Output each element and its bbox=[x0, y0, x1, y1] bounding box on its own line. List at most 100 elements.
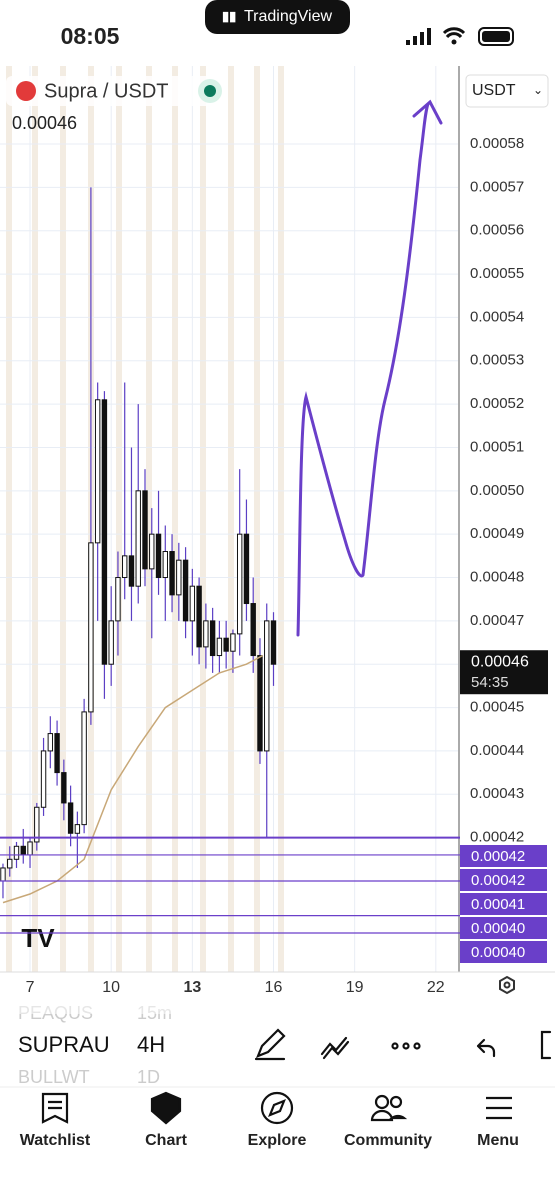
currency-select[interactable] bbox=[465, 74, 549, 108]
more-dot[interactable] bbox=[391, 1042, 399, 1050]
dropdown-caret: ⌄ bbox=[533, 83, 543, 97]
price-line-label: 0.00040 bbox=[471, 920, 525, 937]
explore-icon[interactable] bbox=[260, 1091, 294, 1125]
chart-icon[interactable] bbox=[150, 1091, 182, 1125]
status-dot bbox=[204, 85, 216, 97]
candle-body bbox=[40, 750, 47, 808]
candle-body bbox=[81, 711, 87, 826]
community-icon-2 bbox=[389, 1095, 403, 1109]
draw-icon[interactable] bbox=[254, 1028, 286, 1061]
candle-body bbox=[108, 620, 114, 665]
candle-body bbox=[34, 806, 40, 843]
nav-label[interactable]: Chart bbox=[145, 1132, 187, 1149]
watermark: TV bbox=[21, 923, 55, 953]
candle-body bbox=[135, 490, 141, 587]
interval-current[interactable]: 4H bbox=[137, 1032, 165, 1057]
candle-body bbox=[182, 559, 189, 622]
candle-body bbox=[203, 620, 209, 648]
candle-body bbox=[243, 533, 250, 605]
candle-body bbox=[122, 555, 128, 579]
price-line-label-bg bbox=[460, 893, 547, 915]
x-tick-label: 19 bbox=[346, 979, 364, 996]
y-tick-label: 0.00053 bbox=[470, 352, 524, 369]
fade-top bbox=[0, 1000, 555, 1014]
y-tick-label: 0.00056 bbox=[470, 222, 524, 239]
x-tick-label: 16 bbox=[265, 979, 283, 996]
toolbar-icons bbox=[254, 1028, 552, 1061]
price-line-label-bg bbox=[460, 845, 547, 867]
price-line-label: 0.00041 bbox=[471, 896, 525, 913]
candle-body bbox=[155, 533, 162, 579]
y-tick-label: 0.00054 bbox=[470, 308, 524, 325]
nav-label[interactable]: Explore bbox=[248, 1132, 307, 1149]
candle-body bbox=[196, 585, 202, 648]
candle-body bbox=[128, 555, 135, 587]
candle-body bbox=[257, 655, 263, 752]
y-tick-label: 0.00050 bbox=[470, 482, 524, 499]
nav-label[interactable]: Community bbox=[344, 1132, 432, 1149]
x-tick-label: 22 bbox=[427, 979, 445, 996]
nav-icons bbox=[41, 1091, 512, 1125]
candle-body bbox=[101, 399, 108, 665]
price-line-label: 0.00040 bbox=[471, 944, 525, 961]
candle-body bbox=[54, 733, 60, 774]
nav-label[interactable]: Menu bbox=[477, 1132, 519, 1149]
y-tick-label: 0.00051 bbox=[470, 438, 524, 455]
status-icons bbox=[406, 27, 514, 46]
more-icon[interactable] bbox=[540, 1030, 552, 1060]
candle-body bbox=[0, 867, 6, 882]
price-line-label: 0.00042 bbox=[471, 872, 525, 889]
settings-icon[interactable] bbox=[499, 975, 515, 995]
x-tick-label: 7 bbox=[26, 979, 35, 996]
price-line-label-bg bbox=[460, 941, 547, 963]
lines-icon[interactable] bbox=[320, 1036, 350, 1060]
candle-body bbox=[216, 637, 223, 657]
explore-needle bbox=[268, 1099, 286, 1117]
y-tick-label: 0.00044 bbox=[470, 742, 524, 759]
candle-body bbox=[162, 551, 168, 579]
undo-icon[interactable] bbox=[476, 1038, 496, 1058]
menu-icon[interactable] bbox=[486, 1096, 512, 1120]
candle-body bbox=[209, 620, 216, 657]
candle-body bbox=[169, 551, 175, 596]
grid bbox=[0, 66, 458, 972]
y-tick-label: 0.00049 bbox=[470, 525, 524, 542]
candle-body bbox=[115, 577, 121, 622]
moving-average bbox=[2, 654, 264, 904]
candle-body bbox=[88, 542, 94, 713]
status-time: 08:05 bbox=[61, 23, 120, 49]
candle-body bbox=[142, 490, 148, 570]
y-tick-label: 0.00042 bbox=[470, 829, 524, 846]
settings-icon-center bbox=[503, 981, 511, 989]
more-dot bbox=[413, 1042, 421, 1050]
y-tick-label: 0.00055 bbox=[470, 265, 524, 282]
y-tick-label: 0.00045 bbox=[470, 699, 524, 716]
last-price: 0.00046 bbox=[471, 653, 529, 670]
y-tick-label: 0.00048 bbox=[470, 568, 524, 585]
candle-body bbox=[250, 603, 256, 657]
symbol-current[interactable]: SUPRAU bbox=[18, 1032, 110, 1057]
price-line-label-bg bbox=[460, 869, 547, 891]
y-tick-label: 0.00057 bbox=[470, 178, 524, 195]
watchlist-icon[interactable] bbox=[41, 1092, 69, 1124]
candle-body bbox=[67, 802, 74, 834]
interval-next[interactable]: 1D bbox=[137, 1067, 160, 1087]
candle-body bbox=[149, 533, 155, 570]
symbol-next[interactable]: BULLWT bbox=[18, 1067, 90, 1087]
candle-body bbox=[230, 633, 236, 652]
app-pill bbox=[205, 0, 350, 34]
x-tick-label: 13 bbox=[183, 979, 201, 996]
y-tick-label: 0.00047 bbox=[470, 612, 524, 629]
countdown: 54:35 bbox=[471, 674, 509, 691]
nav-label[interactable]: Watchlist bbox=[20, 1132, 91, 1149]
candle-body bbox=[94, 399, 101, 544]
last-price-box bbox=[460, 650, 548, 695]
drawing bbox=[296, 99, 443, 637]
community-icon[interactable] bbox=[374, 1094, 390, 1110]
plot bbox=[0, 187, 277, 904]
legend-bg bbox=[6, 76, 220, 106]
community-body bbox=[370, 1109, 408, 1122]
